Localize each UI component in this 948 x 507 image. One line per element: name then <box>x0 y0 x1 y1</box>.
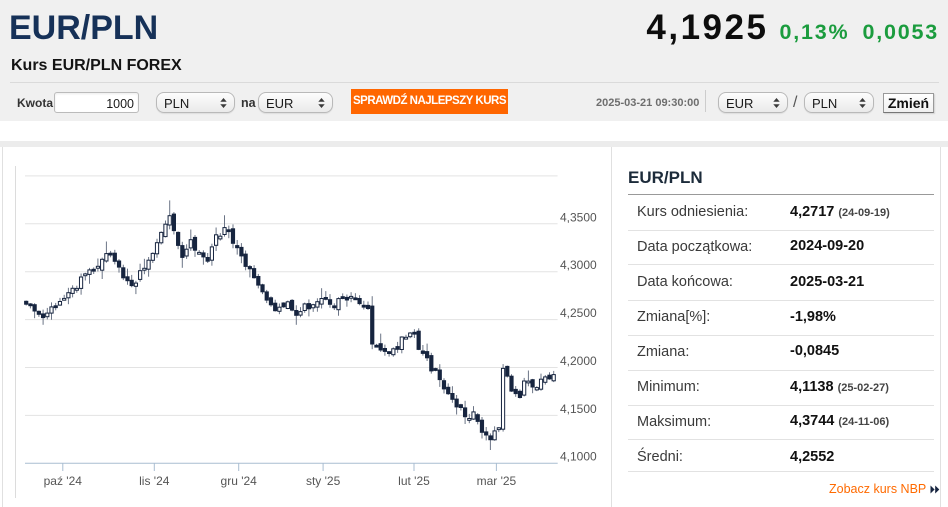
svg-text:mar '25: mar '25 <box>477 474 517 488</box>
svg-text:4,1000: 4,1000 <box>560 450 597 464</box>
svg-text:4,2500: 4,2500 <box>560 306 597 320</box>
svg-text:4,3000: 4,3000 <box>560 258 597 272</box>
svg-text:sty '25: sty '25 <box>306 474 341 488</box>
svg-text:4,2000: 4,2000 <box>560 354 597 368</box>
svg-text:gru '24: gru '24 <box>221 474 258 488</box>
svg-text:lis '24: lis '24 <box>139 474 170 488</box>
svg-text:paź '24: paź '24 <box>44 474 83 488</box>
svg-text:4,1500: 4,1500 <box>560 402 597 416</box>
svg-text:4,3500: 4,3500 <box>560 210 597 224</box>
svg-text:lut '25: lut '25 <box>398 474 430 488</box>
